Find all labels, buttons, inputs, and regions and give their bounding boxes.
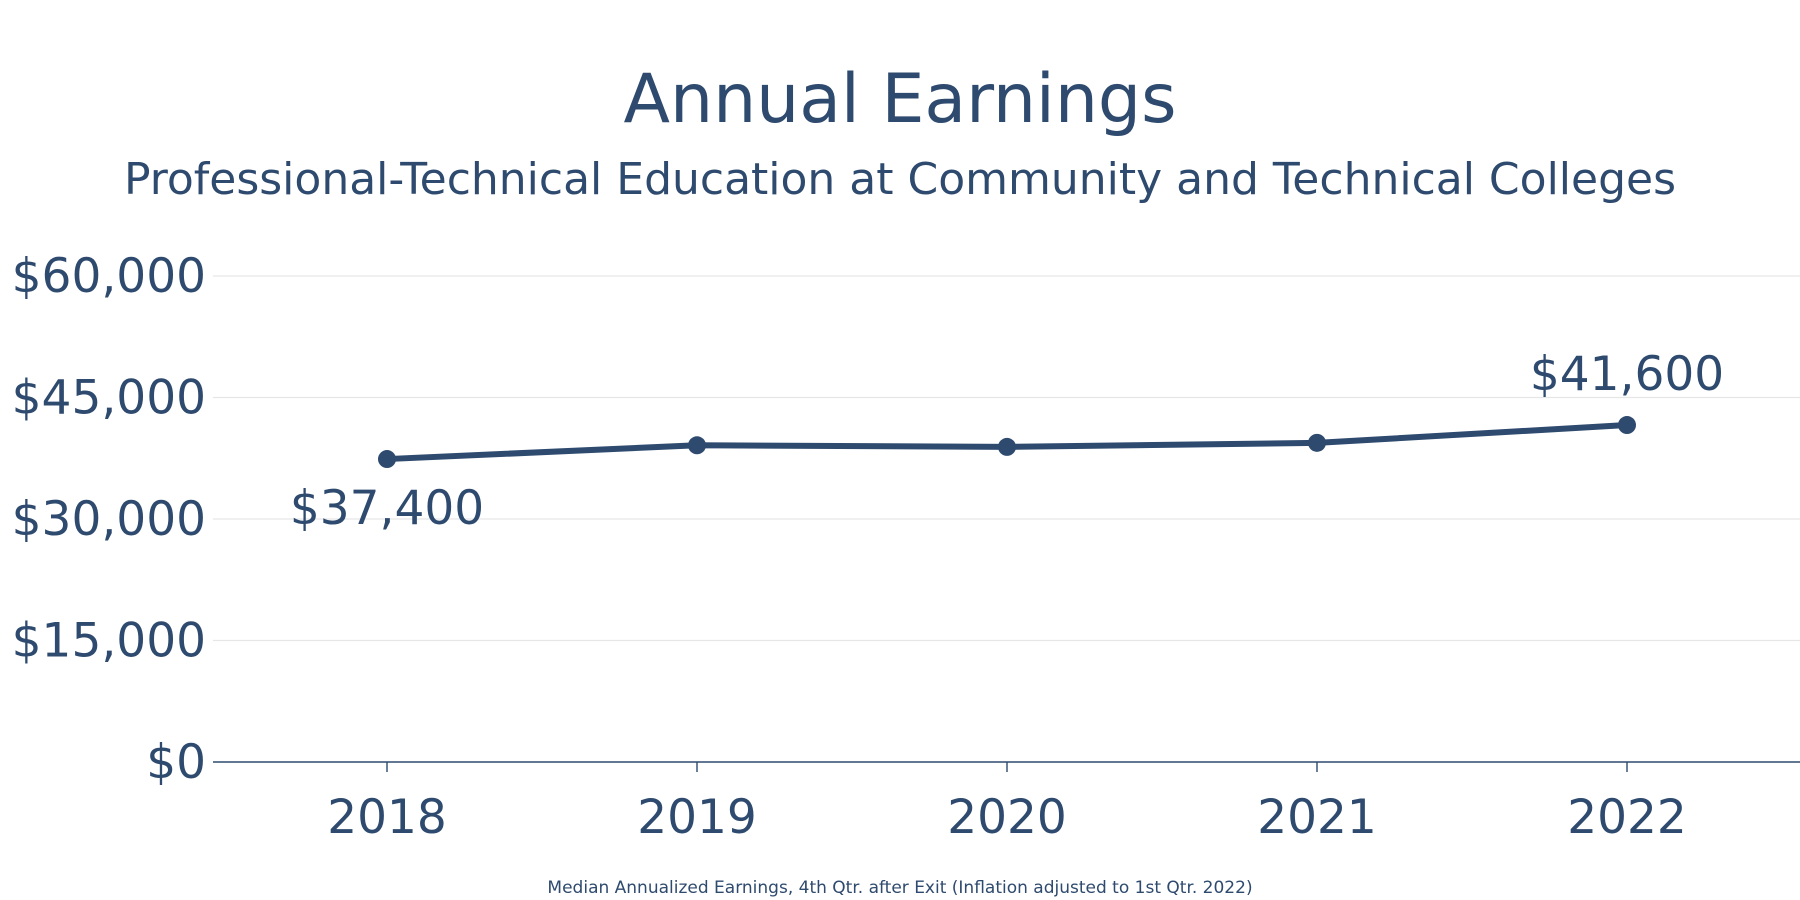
data-point-2020 <box>998 437 1016 456</box>
x-tick-label: 2019 <box>637 790 757 845</box>
data-label: $37,400 <box>290 481 484 536</box>
data-labels: $37,400 $41,600 <box>290 347 1724 536</box>
y-tick-label: $45,000 <box>12 371 206 426</box>
gridlines <box>213 275 1800 642</box>
data-label: $41,600 <box>1530 347 1724 402</box>
y-tick-label: $30,000 <box>12 492 206 547</box>
data-point-2018 <box>378 450 396 469</box>
x-tick-label: 2022 <box>1567 790 1687 845</box>
chart-title: Annual Earnings <box>623 60 1176 139</box>
data-point-2021 <box>1308 433 1326 452</box>
chart-footnote: Median Annualized Earnings, 4th Qtr. aft… <box>547 878 1252 898</box>
y-tick-label: $60,000 <box>12 249 206 304</box>
chart-subtitle: Professional-Technical Education at Comm… <box>124 154 1676 205</box>
x-tick-label: 2018 <box>327 790 447 845</box>
data-point-2022 <box>1618 416 1636 435</box>
y-tick-label: $0 <box>146 735 206 790</box>
x-tick-label: 2020 <box>947 790 1067 845</box>
y-axis-ticks: $0 $15,000 $30,000 $45,000 $60,000 <box>12 249 206 790</box>
x-tick-label: 2021 <box>1257 790 1377 845</box>
x-axis-ticks: 2018 2019 2020 2021 2022 <box>327 762 1687 845</box>
series-earnings <box>378 416 1636 469</box>
y-tick-label: $15,000 <box>12 614 206 669</box>
data-point-2019 <box>688 436 706 455</box>
